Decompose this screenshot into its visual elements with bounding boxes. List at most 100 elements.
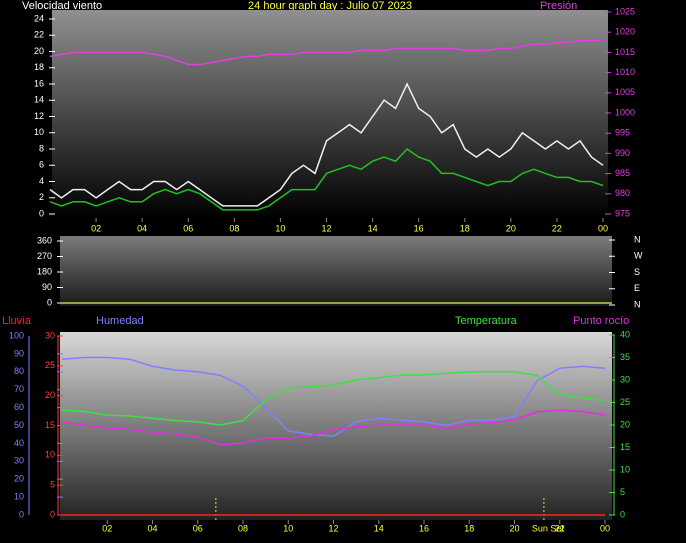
x-tick-label: 10 — [283, 523, 293, 533]
y-tick-label: 0 — [19, 509, 24, 519]
x-tick-label: 08 — [229, 223, 239, 233]
x-tick-label: 04 — [147, 523, 157, 533]
y-tick-label: 2 — [39, 192, 44, 202]
y-tick-label: 180 — [37, 266, 52, 276]
y2-tick-label: 0 — [620, 509, 625, 519]
chart-title: 24 hour graph day : Julio 07 2023 — [248, 0, 412, 12]
y3-tick-label: 10 — [45, 450, 55, 460]
x-tick-label: 04 — [137, 223, 147, 233]
y-tick-label: 100 — [9, 330, 24, 340]
y2-tick-label: N — [634, 299, 641, 309]
x-tick-label: 06 — [183, 223, 193, 233]
y3-tick-label: 25 — [45, 360, 55, 370]
y-tick-label: 16 — [34, 78, 44, 88]
plot-area — [52, 10, 608, 218]
y2-tick-label: 980 — [615, 188, 630, 198]
y-tick-label: 20 — [14, 474, 24, 484]
y-tick-label: 24 — [34, 13, 44, 23]
y-tick-label: 0 — [39, 208, 44, 218]
y3-tick-label: 20 — [45, 390, 55, 400]
x-tick-label: 18 — [464, 523, 474, 533]
y-tick-label: 60 — [14, 402, 24, 412]
y2-tick-label: 985 — [615, 168, 630, 178]
y-tick-label: 8 — [39, 143, 44, 153]
series-line — [61, 371, 606, 426]
y-tick-label: 70 — [14, 384, 24, 394]
x-tick-label: 10 — [275, 223, 285, 233]
x-tick-label: 22 — [555, 523, 565, 533]
y2-tick-label: W — [634, 251, 643, 261]
y2-tick-label: 30 — [620, 374, 630, 384]
y-tick-label: 80 — [14, 366, 24, 376]
series-line — [61, 409, 606, 446]
series-label: Punto rocío — [573, 315, 629, 327]
y-tick-label: 360 — [37, 235, 52, 245]
y2-tick-label: 1000 — [615, 107, 635, 117]
y2-tick-label: 10 — [620, 464, 630, 474]
y2-tick-label: 1025 — [615, 6, 635, 16]
y2-tick-label: 1015 — [615, 47, 635, 57]
y2-tick-label: 990 — [615, 148, 630, 158]
y2-tick-label: 1020 — [615, 27, 635, 37]
x-tick-label: 20 — [509, 523, 519, 533]
y3-tick-label: 30 — [45, 330, 55, 340]
y-tick-label: 30 — [14, 456, 24, 466]
y2-tick-label: S — [634, 267, 640, 277]
x-tick-label: 02 — [102, 523, 112, 533]
y2-tick-label: 1005 — [615, 87, 635, 97]
y-tick-label: 90 — [14, 348, 24, 358]
y2-tick-label: 40 — [620, 329, 630, 339]
y2-tick-label: 995 — [615, 128, 630, 138]
x-tick-label: 02 — [91, 223, 101, 233]
y-tick-label: 14 — [34, 95, 44, 105]
y-tick-label: 18 — [34, 62, 44, 72]
x-tick-label: 12 — [328, 523, 338, 533]
x-tick-label: 00 — [598, 223, 608, 233]
y-tick-label: 10 — [14, 491, 24, 501]
x-tick-label: 18 — [460, 223, 470, 233]
y2-tick-label: 15 — [620, 442, 630, 452]
series-label: Humedad — [96, 315, 144, 327]
x-tick-label: 16 — [414, 223, 424, 233]
x-tick-label: 16 — [419, 523, 429, 533]
series-label: Lluvia — [2, 315, 32, 327]
y2-tick-label: 1010 — [615, 67, 635, 77]
y-tick-label: 12 — [34, 111, 44, 121]
y3-tick-label: 0 — [50, 509, 55, 519]
y3-tick-label: 15 — [45, 420, 55, 430]
y2-tick-label: 975 — [615, 208, 630, 218]
y-tick-label: 6 — [39, 160, 44, 170]
x-tick-label: 00 — [600, 523, 610, 533]
series-line — [49, 39, 603, 66]
y3-tick-label: 5 — [50, 480, 55, 490]
y-tick-label: 20 — [34, 46, 44, 56]
y-tick-label: 10 — [34, 127, 44, 137]
annotation: Sun Set — [532, 523, 565, 533]
x-tick-label: 14 — [368, 223, 378, 233]
x-tick-label: 08 — [238, 523, 248, 533]
series-label: Presión — [540, 0, 577, 12]
y2-tick-label: N — [634, 234, 641, 244]
x-tick-label: 20 — [506, 223, 516, 233]
y-tick-label: 40 — [14, 438, 24, 448]
y2-tick-label: 20 — [620, 419, 630, 429]
y-tick-label: 90 — [42, 282, 52, 292]
y-tick-label: 22 — [34, 30, 44, 40]
y2-tick-label: 5 — [620, 487, 625, 497]
y-label: Velocidad viento — [22, 0, 102, 12]
series-line — [61, 356, 606, 437]
y2-tick-label: 25 — [620, 397, 630, 407]
y-tick-label: 270 — [37, 251, 52, 261]
y2-tick-label: 35 — [620, 352, 630, 362]
series-label: Temperatura — [455, 315, 518, 327]
y-tick-label: 50 — [14, 420, 24, 430]
series-line — [49, 82, 604, 207]
y-tick-label: 4 — [39, 176, 44, 186]
y2-tick-label: E — [634, 283, 640, 293]
plot-area — [60, 236, 612, 306]
series-line — [49, 148, 604, 211]
y-tick-label: 0 — [47, 297, 52, 307]
x-tick-label: 14 — [374, 523, 384, 533]
plot-area — [60, 332, 612, 520]
